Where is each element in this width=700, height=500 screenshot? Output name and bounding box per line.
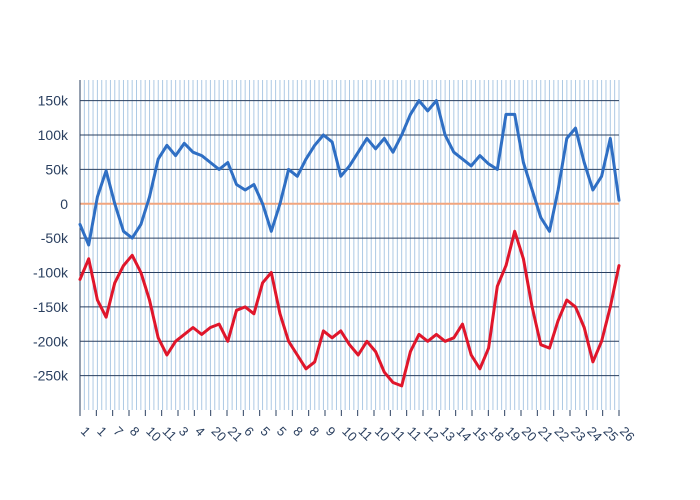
y-tick-label: 150k: [38, 93, 69, 109]
y-tick-label: -200k: [33, 333, 69, 349]
y-tick-label: -50k: [41, 230, 69, 246]
x-tick-label: 3: [176, 424, 192, 440]
x-tick-label: 8: [127, 424, 143, 440]
y-tick-label: -250k: [33, 368, 69, 384]
y-tick-label: -100k: [33, 265, 69, 281]
y-tick-label: -150k: [33, 299, 69, 315]
x-tick-label: 9: [323, 424, 339, 440]
y-tick-label: 100k: [38, 127, 69, 143]
x-tick-label: 1: [78, 424, 94, 440]
y-tick-label: 0: [60, 196, 68, 212]
series-line-2: [78, 229, 621, 388]
x-tick-label: 26: [617, 424, 638, 445]
x-tick-label: 8: [307, 424, 323, 440]
x-tick-label: 1: [94, 424, 110, 440]
x-tick-label: 5: [258, 424, 274, 440]
x-tick-label: 4: [192, 424, 208, 440]
x-tick-label: 5: [274, 424, 290, 440]
series-line-1: [78, 99, 621, 247]
x-tick-label: 7: [111, 424, 127, 440]
x-tick-label: 8: [290, 424, 306, 440]
x-tick-label: 6: [241, 424, 257, 440]
y-tick-label: 50k: [45, 161, 69, 177]
